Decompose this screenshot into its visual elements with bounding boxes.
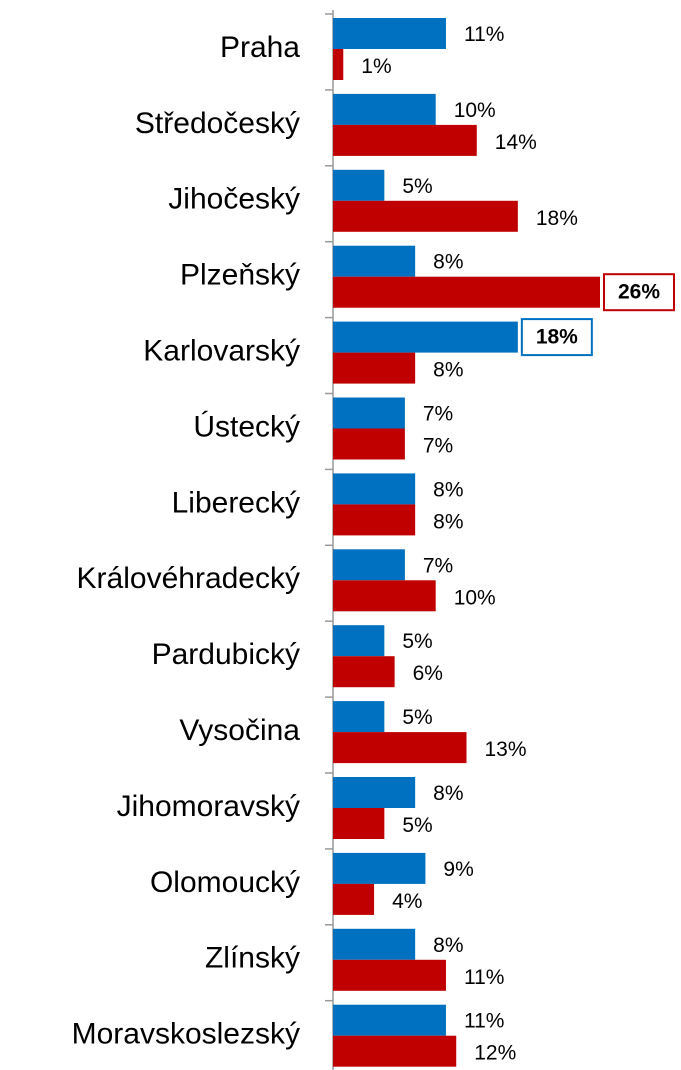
category-label: Pardubický bbox=[152, 638, 300, 671]
category-label: Plzeňský bbox=[180, 259, 300, 292]
bar bbox=[333, 504, 416, 536]
value-label: 11% bbox=[464, 966, 504, 989]
value-label: 14% bbox=[495, 131, 537, 154]
bar bbox=[333, 397, 405, 429]
bar bbox=[333, 93, 436, 125]
value-label: 8% bbox=[433, 934, 463, 957]
category-label: Středočeský bbox=[135, 107, 300, 140]
value-label: 9% bbox=[443, 858, 473, 881]
bar bbox=[333, 352, 416, 384]
highlight-box bbox=[603, 273, 675, 312]
category-label: Jihočeský bbox=[168, 183, 300, 216]
value-label: 18% bbox=[536, 207, 578, 230]
value-label: 12% bbox=[474, 1042, 516, 1065]
category-label: Moravskoslezský bbox=[72, 1018, 300, 1051]
bar bbox=[333, 852, 426, 884]
value-label: 8% bbox=[433, 782, 463, 805]
category-label: Karlovarský bbox=[143, 335, 300, 368]
bar bbox=[333, 625, 385, 657]
bar bbox=[333, 200, 518, 232]
bar bbox=[333, 321, 518, 353]
value-label: 8% bbox=[433, 359, 463, 382]
value-label: 1% bbox=[361, 55, 391, 78]
value-label: 7% bbox=[423, 554, 453, 577]
bar bbox=[333, 276, 600, 308]
bar bbox=[333, 732, 467, 764]
bar bbox=[333, 959, 446, 991]
value-label: 26% bbox=[618, 281, 660, 304]
bar bbox=[333, 169, 385, 201]
value-label: 13% bbox=[485, 738, 527, 761]
category-label: Zlínský bbox=[205, 942, 300, 975]
value-label: 11% bbox=[464, 1010, 504, 1033]
value-label: 18% bbox=[536, 326, 578, 349]
value-label: 10% bbox=[454, 586, 496, 609]
value-label: 8% bbox=[433, 251, 463, 274]
value-label: 5% bbox=[402, 814, 432, 837]
bar bbox=[333, 549, 405, 581]
highlight-box bbox=[520, 318, 593, 357]
category-label: Vysočina bbox=[179, 714, 300, 747]
value-label: 7% bbox=[423, 435, 453, 458]
bar bbox=[333, 18, 446, 49]
bar bbox=[333, 701, 385, 733]
category-label: Praha bbox=[220, 31, 300, 64]
bar bbox=[333, 580, 436, 612]
value-label: 8% bbox=[433, 478, 463, 501]
bar bbox=[333, 656, 395, 688]
category-label: Olomoucký bbox=[150, 866, 300, 899]
category-label: Jihomoravský bbox=[117, 790, 300, 823]
value-label: 6% bbox=[413, 662, 443, 685]
value-label: 7% bbox=[423, 403, 453, 426]
value-label: 8% bbox=[433, 510, 463, 533]
bar bbox=[333, 428, 405, 460]
bar bbox=[333, 928, 416, 960]
bar bbox=[333, 883, 375, 915]
value-label: 5% bbox=[402, 630, 432, 653]
value-label: 4% bbox=[392, 890, 422, 913]
bar bbox=[333, 49, 344, 80]
bar bbox=[333, 1004, 446, 1036]
bar bbox=[333, 245, 416, 277]
bar bbox=[333, 777, 416, 808]
value-label: 5% bbox=[402, 175, 432, 198]
bar bbox=[333, 1035, 457, 1067]
category-label: Královéhradecký bbox=[77, 562, 300, 595]
bar bbox=[333, 124, 477, 156]
category-label: Liberecký bbox=[172, 486, 300, 519]
bar bbox=[333, 808, 385, 839]
category-label: Ústecký bbox=[193, 410, 300, 443]
value-label: 5% bbox=[402, 706, 432, 729]
value-label: 11% bbox=[464, 23, 504, 46]
bar bbox=[333, 473, 416, 505]
value-label: 10% bbox=[454, 99, 496, 122]
